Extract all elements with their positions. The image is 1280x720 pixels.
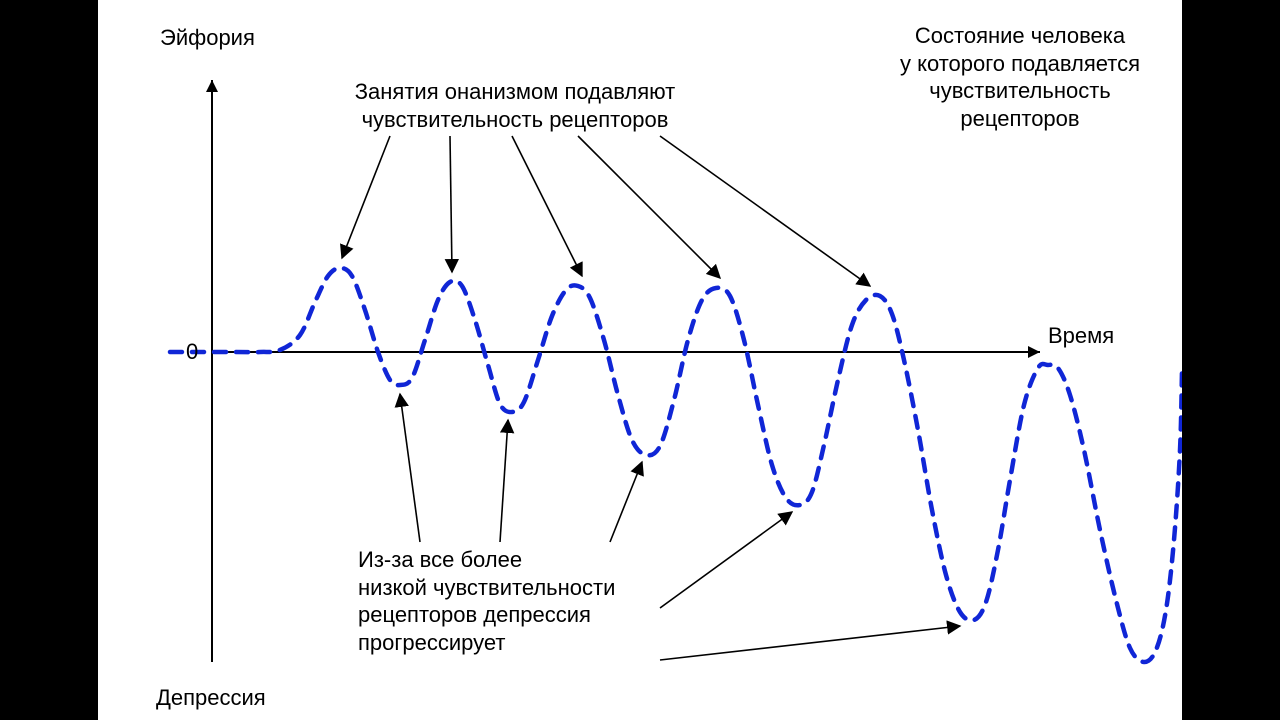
axis-zero-label: 0 <box>186 338 198 366</box>
axis-label-time: Время <box>1048 322 1114 350</box>
axis-label-euphoria: Эйфория <box>160 24 255 52</box>
annotation-right: Состояние человека у которого подавляетс… <box>860 22 1180 132</box>
annotation-top: Занятия онанизмом подавляют чувствительн… <box>300 78 730 133</box>
chart-panel: Эйфория Депрессия 0 Время Занятия онаниз… <box>98 0 1182 720</box>
annotation-bottom: Из-за все более низкой чувствительности … <box>358 546 615 656</box>
axis-label-depression: Депрессия <box>156 684 266 712</box>
